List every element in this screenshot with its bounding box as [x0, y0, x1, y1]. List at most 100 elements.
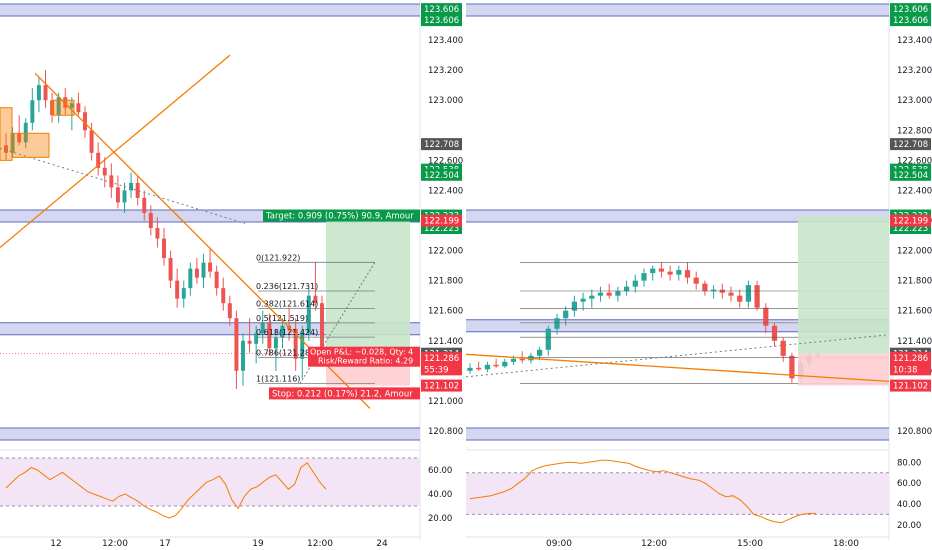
right-y-tick-12: 123.400 [897, 36, 932, 46]
right-y-tick-3: 121.600 [897, 307, 932, 317]
right-candle-body [580, 298, 586, 302]
left-rsi-tick-0: 20.00 [428, 514, 452, 524]
left-price-label-bg-11 [421, 379, 462, 392]
left-price-label-11: 121.102 [424, 382, 459, 392]
left-candle-body [155, 228, 160, 239]
right-y-tick-4: 121.800 [897, 277, 932, 287]
right-rsi-tick-1: 40.00 [897, 500, 921, 510]
left-candle-body [306, 295, 311, 334]
left-candle-body [241, 340, 245, 371]
left-candle-body [234, 318, 239, 371]
left-stop-label-bg [269, 387, 420, 400]
left-candle-body [69, 103, 74, 108]
right-y-tick-8: 122.600 [897, 156, 932, 166]
right-price-label-9: 121.286 [893, 354, 928, 364]
left-y-tick-9: 123.200 [428, 66, 463, 76]
left-candle-body [122, 190, 127, 203]
left-candle-body [273, 337, 278, 349]
right-candle-body [667, 271, 673, 275]
right-candle-body [467, 367, 473, 371]
left-price-label-7: 122.199 [424, 217, 459, 227]
right-rsi-tick-3: 80.00 [897, 458, 921, 468]
left-y-tick-8: 123.000 [428, 96, 463, 106]
left-price-label-bg-0 [421, 3, 462, 16]
left-price-label-bg-9 [421, 351, 462, 364]
left-candle-body [83, 112, 87, 131]
right-x-tick-3: 18:00 [833, 539, 859, 549]
left-price-label-bg-2 [421, 138, 462, 151]
left-candle-body [43, 85, 48, 101]
right-candle-body [476, 367, 482, 370]
left-pnl-label-bg [308, 346, 420, 367]
left-price-label-10: 55:39 [424, 365, 449, 375]
right-candle-body [650, 268, 656, 274]
left-candle-body [10, 133, 15, 153]
left-candle-body [313, 295, 318, 304]
right-y-tick-2: 121.400 [897, 337, 932, 347]
left-candle-body [63, 97, 68, 108]
right-candle-body [597, 292, 604, 296]
left-candle-body [36, 85, 41, 101]
right-rsi-tick-2: 60.00 [897, 479, 921, 489]
right-y-tick-9: 122.800 [897, 126, 932, 136]
left-y-tick-7: 122.600 [428, 156, 463, 166]
left-candles [4, 70, 324, 389]
left-zone-3 [0, 427, 420, 440]
left-fib-label-0: 0(121.922) [256, 253, 300, 262]
left-price-label-4: 122.504 [424, 171, 459, 181]
right-y-tick-10: 123.000 [897, 96, 932, 106]
right-price-label-bg-7 [890, 214, 931, 227]
right-zone-3 [466, 427, 889, 440]
left-candle-body [96, 152, 101, 168]
right-trendline [465, 353, 890, 383]
right-candle-body [623, 286, 630, 292]
left-price-label-1: 123.606 [424, 16, 459, 26]
right-candle-body [554, 318, 560, 329]
left-candle-body [168, 258, 173, 281]
left-price-label-bg-10 [421, 363, 462, 376]
left-candle-body [267, 322, 272, 349]
right-y-tick-7: 122.400 [897, 186, 932, 196]
left-candle-body [247, 340, 252, 344]
left-y-tick-4: 121.800 [428, 277, 463, 287]
right-candle-body [606, 292, 612, 296]
left-candle-body [148, 212, 153, 229]
right-candle-body [536, 349, 543, 356]
right-y-tick-0: 120.800 [897, 427, 932, 437]
left-candle-body [280, 325, 285, 338]
right-candle-body [710, 289, 717, 292]
right-price-label-1: 123.606 [893, 16, 928, 26]
right-candle-body [754, 285, 760, 308]
left-price-label-9: 121.286 [424, 354, 459, 364]
right-x-tick-2: 15:00 [737, 539, 763, 549]
left-x-tick-1: 12:00 [102, 539, 128, 549]
left-rsi-tick-2: 60.00 [428, 466, 452, 476]
right-candle-body [493, 364, 499, 367]
right-candle-body [502, 361, 508, 367]
left-target-label: Target: 0.909 (0.75%) 90.9, Amour [265, 212, 414, 222]
right-price-label-7: 122.199 [893, 217, 928, 227]
left-candle-body [142, 197, 147, 213]
left-rr-label: Risk/Reward Ratio: 4.29 [318, 357, 413, 366]
left-x-tick-2: 17 [159, 539, 170, 549]
right-x-tick-0: 09:00 [546, 539, 572, 549]
left-price-label-6: 122.223 [424, 224, 459, 234]
left-fib-label-4: 0.618(121.424) [256, 328, 318, 337]
left-y-tick-6: 122.400 [428, 186, 463, 196]
right-candle-body [510, 358, 517, 362]
right-candle-body [676, 270, 682, 275]
left-price-label-0: 123.606 [424, 5, 459, 15]
left-target-label-bg [263, 209, 420, 222]
left-fib-label-5: 0.786(121.288) [256, 349, 318, 358]
left-x-tick-4: 12:00 [307, 539, 333, 549]
right-price-label-10: 10:38 [893, 365, 918, 375]
left-y-tick-5: 122.000 [428, 247, 463, 257]
right-price-label-6: 122.223 [893, 224, 928, 234]
right-candle-body [763, 307, 769, 326]
left-candle-body [221, 288, 226, 304]
left-rsi-band [0, 458, 420, 506]
left-zone-0 [0, 4, 420, 17]
left-y-tick-3: 121.600 [428, 307, 463, 317]
left-candle-body [56, 97, 61, 116]
